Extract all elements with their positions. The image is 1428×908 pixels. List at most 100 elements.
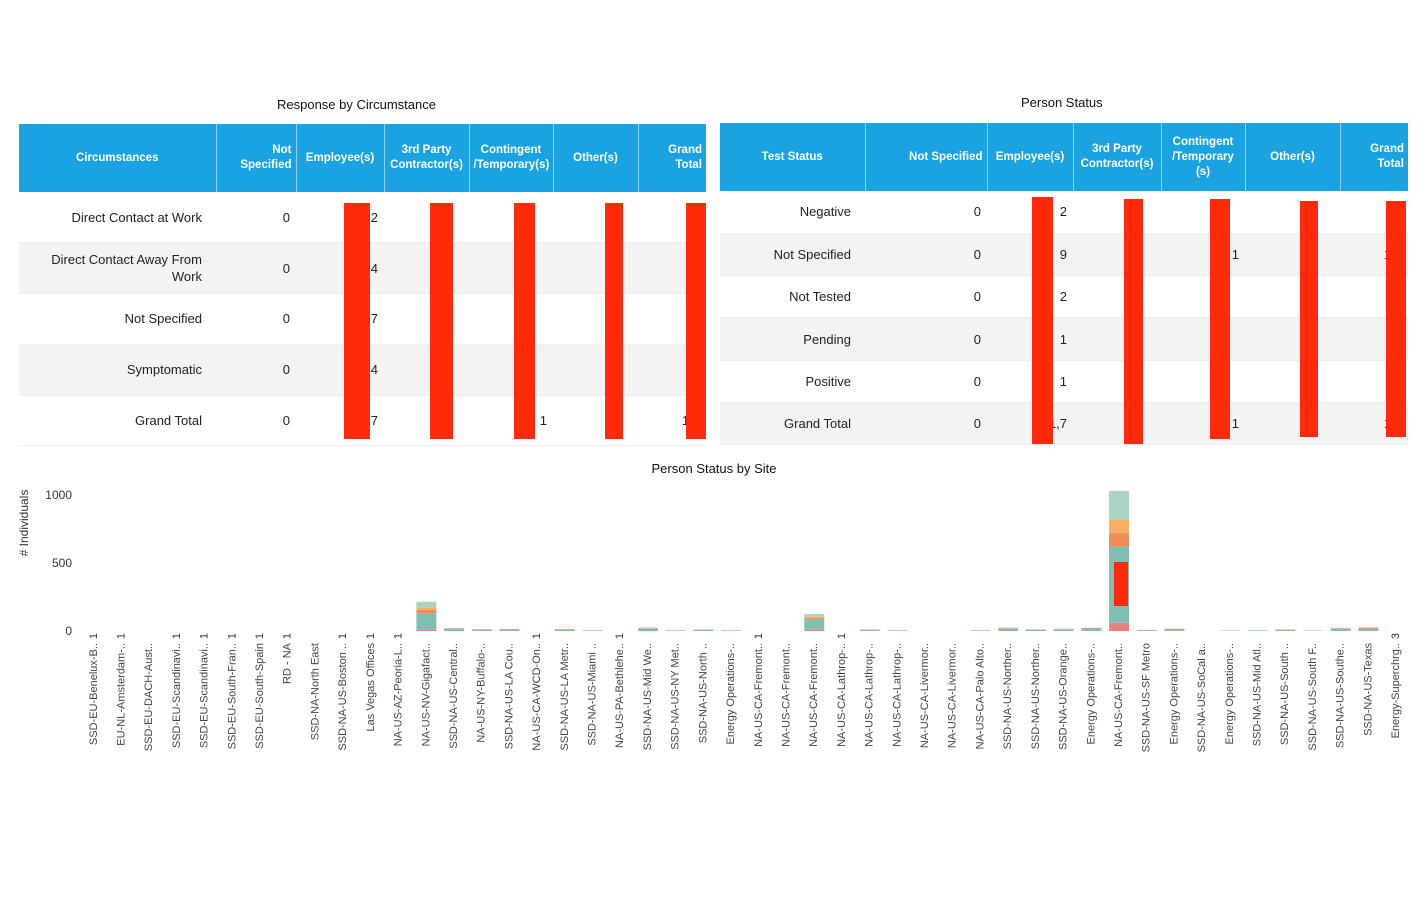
x-tick-label: Energy Operations-.. [725,643,737,745]
x-tick-label: NA-US-CA-Fremont.. [780,643,792,747]
cell-value [553,293,638,345]
bar-segment [998,627,1019,629]
bar-segment [998,628,1019,629]
cell-value [1245,317,1340,361]
redaction-bar [514,203,535,439]
column-header[interactable]: Employee(s) [296,124,385,192]
bar-segment [1109,519,1130,534]
bar-segment [1025,629,1046,631]
row-label: Direct Contact Away From Work [19,242,216,295]
bar-segment [444,628,465,629]
column-header[interactable]: 3rd Party Contractor(s) [384,124,470,192]
bar-segment [887,630,908,631]
cell-value: 0 [865,360,987,403]
x-tick-label: NA-US-NV-Gigafact.. [420,643,432,746]
column-header[interactable]: Contingent /Temporary(s) [469,124,554,192]
bar-segment [804,618,825,620]
table-row: Direct Contact Away From Work044 [19,242,706,295]
redaction-bar [686,203,706,439]
column-header[interactable]: Other(s) [553,124,639,192]
x-tick-label: SSD-NA-US-LA Metr.. [559,643,571,751]
cell-value [469,242,553,295]
x-tick-label: NA-US-PA-Bethlehe.. [614,643,626,748]
x-tick-label: Energy-Superchrg.. [1390,643,1402,738]
row-label: Grand Total [720,402,865,446]
bar-segment [582,630,603,631]
row-label: Positive [720,360,865,403]
cell-value: 1,7 [987,402,1073,446]
x-tick-label: SSD-NA-US-NY Met.. [670,643,682,750]
column-header[interactable]: Not Specified [865,123,988,191]
table-row: Positive011 [720,360,1408,403]
x-tick-label: SSD-NA-US-Boston .. [337,643,349,751]
cell-value: 1 [469,395,553,447]
cell-value [384,344,469,396]
cell-value [469,192,553,244]
x-tick-label: NA-US-CA-Livermor.. [919,643,931,748]
cell-value: 0 [865,402,987,446]
x-tick-label: Energy Operations-.. [1085,643,1097,745]
cell-value: 4 [296,344,384,396]
x-tick-label: SSD-NA-US-LA Cou.. [503,643,515,749]
cell-value: 0 [216,395,296,447]
column-header[interactable]: Grand Total [638,124,706,192]
x-tick-label: SSD-EU-South-Fran.. [226,643,238,749]
bar-segment [499,629,520,631]
redaction-bar [1210,199,1230,439]
column-header[interactable]: Circumstances [19,124,217,192]
bar-segment [1109,490,1130,520]
row-label: Negative [720,191,865,234]
person-status-table: Test Status Not Specified Employee(s) 3rd P… [720,123,1408,446]
x-tick-label: RD - NA [282,642,294,684]
x-tick-label: SSD-NA-US-Norther.. [1030,643,1042,749]
redaction-bar [1300,201,1318,437]
cell-value: 2 [987,191,1073,234]
data-label: 1 [531,633,543,639]
x-tick-label: SSD-NA-US-Norther.. [1002,643,1014,749]
cell-value: 9 [987,233,1073,277]
x-tick-label: SSD-NA-US-Orange.. [1058,643,1070,750]
column-header[interactable]: Test Status [720,123,866,191]
cell-value: 7 [296,293,384,345]
bar-segment [416,601,437,608]
column-header[interactable]: Employee(s) [987,123,1074,191]
row-label: Not Tested [720,275,865,319]
bar-segment [1358,628,1379,631]
x-tick-label: NA-US-CA-Lathrop-.. [891,643,903,747]
cell-value: 1 [1161,233,1245,277]
cell-value: 1 [987,317,1073,361]
column-header[interactable]: 3rd Party Contractor(s) [1073,123,1162,191]
y-tick-label: 1000 [45,488,72,502]
cell-value [384,395,469,447]
bar-segment [1053,628,1074,630]
bar-segment [554,629,575,630]
x-tick-label: SSD-NA-US-SF Metro [1141,643,1153,752]
x-tick-label: SSD-EU-DACH-Aust.. [143,643,155,751]
cell-value: 0 [216,192,296,244]
bar-segment [638,628,658,631]
column-header[interactable]: Other(s) [1245,123,1341,191]
cell-value [1245,402,1340,446]
bar-segment [859,629,880,631]
column-header[interactable]: Contingent /Temporary (s) [1161,123,1246,191]
cell-value: 0 [865,191,987,234]
cell-value [553,192,638,244]
bar-segment [1164,629,1185,631]
redaction-bar [1124,199,1143,444]
data-label: 1 [226,633,238,639]
column-header[interactable]: Grand Total [1340,123,1408,191]
bar-segment [416,607,437,610]
cell-value [469,344,553,396]
bar-segment [1275,629,1296,631]
bar-segment [693,629,714,631]
cell-value [553,344,638,396]
column-header[interactable]: Not Specified [216,124,297,192]
x-tick-label: Energy Operations-.. [1224,643,1236,745]
row-label: Direct Contact at Work [19,192,216,244]
bar-segment [804,619,825,630]
cell-value [1161,191,1245,234]
cell-value: 0 [865,233,987,277]
redaction-bar [1386,201,1406,437]
bar-segment [1136,630,1157,631]
